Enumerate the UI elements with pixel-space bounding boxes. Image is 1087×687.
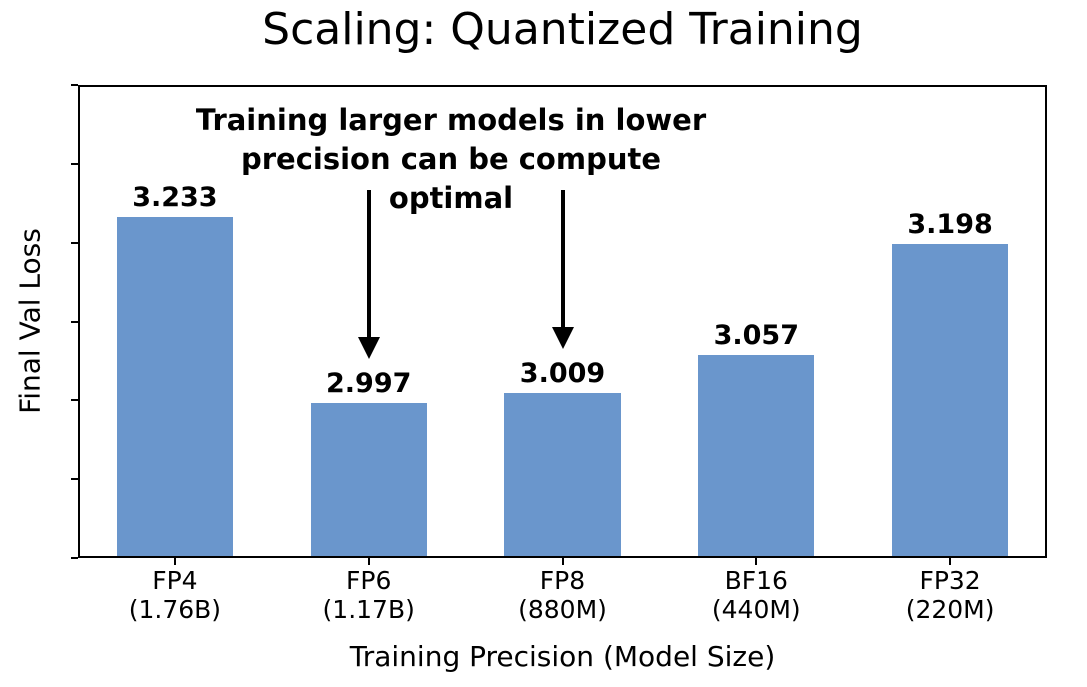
y-tick-mark xyxy=(71,478,78,481)
annotation-arrow-head xyxy=(357,336,380,359)
x-tick-label-size: (1.17B) xyxy=(322,595,415,624)
chart-title: Scaling: Quantized Training xyxy=(262,4,863,55)
x-tick-label-size: (1.76B) xyxy=(128,595,222,624)
annotation-arrow-shaft xyxy=(366,190,371,337)
x-tick-label: FP6 (1.17B) xyxy=(272,566,466,624)
x-tick-label: BF16 (440M) xyxy=(659,566,853,624)
x-tick-mark xyxy=(561,558,564,565)
x-tick-mark xyxy=(755,558,758,565)
x-tick-label: FP8 (880M) xyxy=(466,566,660,624)
x-tick-label-precision: FP32 xyxy=(919,566,981,595)
bar-value-label: 3.009 xyxy=(519,358,606,390)
x-tick-mark xyxy=(173,558,176,565)
x-axis-label: Training Precision (Model Size) xyxy=(349,640,776,673)
x-tick-label-size: (220M) xyxy=(905,595,995,624)
bar-value-label: 3.057 xyxy=(713,320,799,352)
bar-value-label: 2.997 xyxy=(325,367,412,399)
annotation: Training larger models in lower precisio… xyxy=(191,101,711,218)
y-tick-mark xyxy=(71,557,78,559)
y-axis-label: Final Val Loss xyxy=(13,228,47,414)
x-tick-mark xyxy=(949,558,952,565)
x-tick-label: FP32 (220M) xyxy=(853,566,1047,624)
x-tick-label-size: (880M) xyxy=(518,595,607,624)
x-tick-label-precision: FP4 xyxy=(152,566,198,595)
bar-fp6 xyxy=(310,402,427,556)
x-tick-label: FP4 (1.76B) xyxy=(78,566,272,624)
bar-value-label: 3.198 xyxy=(907,209,993,241)
bar-fp8 xyxy=(504,393,621,556)
annotation-arrow-shaft xyxy=(560,190,565,328)
bar-bf16 xyxy=(698,355,815,556)
annotation-arrow-head xyxy=(551,327,574,350)
x-tick-label-precision: FP6 xyxy=(346,566,392,595)
y-tick-mark xyxy=(71,320,78,323)
x-tick-label-precision: FP8 xyxy=(539,566,586,595)
y-tick-mark xyxy=(71,84,78,86)
bar-fp32 xyxy=(891,244,1009,556)
y-tick-mark xyxy=(71,399,78,402)
bar-fp4 xyxy=(116,216,234,556)
x-tick-mark xyxy=(367,558,370,565)
x-tick-label-precision: BF16 xyxy=(724,566,788,595)
annotation-line-1: Training larger models in lower xyxy=(195,103,707,137)
y-tick-mark xyxy=(71,241,78,244)
y-tick-mark xyxy=(71,162,78,165)
bar-value-label: 3.233 xyxy=(132,181,218,213)
x-tick-label-size: (440M) xyxy=(711,595,801,624)
annotation-line-2: precision can be compute optimal xyxy=(240,142,662,215)
